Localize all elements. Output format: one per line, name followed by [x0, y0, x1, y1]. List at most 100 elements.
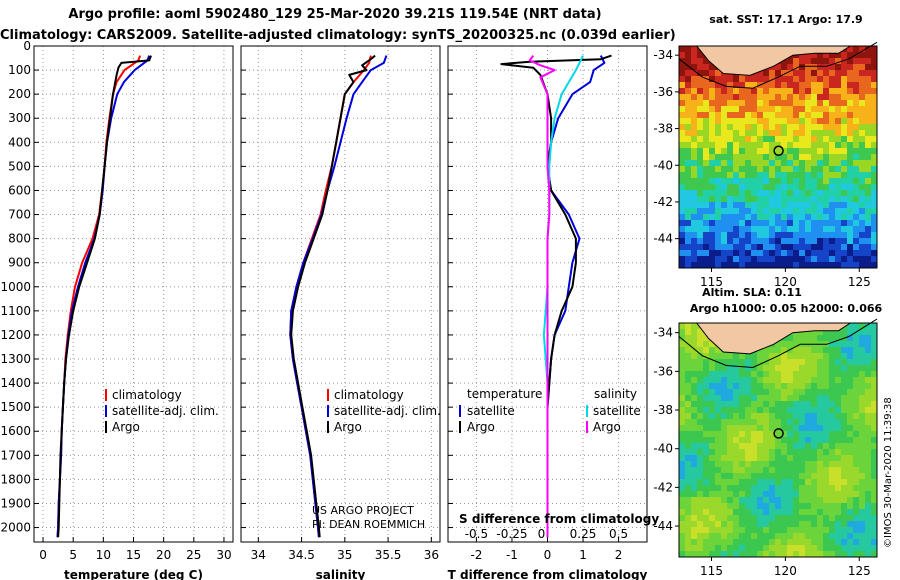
sla-map-contour	[678, 318, 878, 369]
sst-float-marker	[773, 145, 784, 157]
sst-map-cell	[727, 154, 733, 160]
sla-map-cell	[829, 551, 835, 557]
sst-map-cell	[739, 124, 745, 130]
sst-map-cell	[859, 178, 865, 184]
sla-map-cell	[727, 491, 733, 497]
sst-map-cell	[721, 118, 727, 124]
sst-map-cell	[793, 172, 799, 178]
sst-map-cell	[859, 226, 865, 232]
sst-map-cell	[853, 160, 859, 166]
sst-map-cell	[847, 118, 853, 124]
sla-map-cell	[727, 455, 733, 461]
sst-map-cell	[787, 172, 793, 178]
sst-map-cell	[841, 196, 847, 202]
sst-map-cell	[715, 190, 721, 196]
sst-map-cell	[817, 100, 823, 106]
sst-map-cell	[715, 256, 721, 262]
sst-map-cell	[853, 46, 859, 52]
sla-map-cell	[745, 419, 751, 425]
sst-map-cell	[709, 214, 715, 220]
sst-map-cell	[871, 124, 877, 130]
sst-map-cell	[769, 190, 775, 196]
sst-map-cell	[727, 106, 733, 112]
sst-map-cell	[745, 76, 751, 82]
sst-map-cell	[865, 82, 871, 88]
sla-map-cell	[709, 431, 715, 437]
sla-map-cell	[787, 425, 793, 431]
diff-legend-sal-heading: salinity	[594, 387, 637, 401]
sla-map-cell	[835, 377, 841, 383]
sla-map-cell	[679, 449, 685, 455]
sla-map-cell	[703, 377, 709, 383]
sla-map-cell	[751, 377, 757, 383]
sst-map-cell	[853, 130, 859, 136]
sst-map-cell	[787, 232, 793, 238]
sla-map-cell	[841, 401, 847, 407]
sla-map-cell	[751, 461, 757, 467]
sst-map-cell	[871, 52, 877, 58]
sst-map-cell	[739, 190, 745, 196]
sla-map-cell	[817, 479, 823, 485]
sla-map-cell	[691, 335, 697, 341]
sst-map-cell	[721, 232, 727, 238]
sst-map-cell	[793, 238, 799, 244]
sst-map-cell	[739, 94, 745, 100]
sst-map-cell	[811, 214, 817, 220]
sla-map-cell	[847, 485, 853, 491]
sla-map-cell	[787, 437, 793, 443]
sla-map-cell	[775, 425, 781, 431]
sla-map-cell	[829, 461, 835, 467]
sla-map-cell	[745, 551, 751, 557]
sla-map-cell	[793, 371, 799, 377]
sla-map-cell	[775, 371, 781, 377]
sla-map-cell	[703, 371, 709, 377]
sst-map-cell	[805, 58, 811, 64]
sst-map-cell	[841, 130, 847, 136]
diff-legend-sargo-label: Argo	[593, 420, 621, 434]
sst-map-cell	[829, 226, 835, 232]
sla-map-cell	[793, 389, 799, 395]
sla-map-cell	[745, 509, 751, 515]
sst-map-cell	[817, 166, 823, 172]
sla-map-cell	[721, 353, 727, 359]
sla-map-cell	[715, 425, 721, 431]
sst-map-cell	[781, 232, 787, 238]
sst-map-cell	[739, 76, 745, 82]
sla-map-cell	[745, 485, 751, 491]
sla-map-cell	[823, 407, 829, 413]
sla-map-cell	[703, 539, 709, 545]
sla-map-cell	[823, 335, 829, 341]
depth-tick-label: 900	[8, 256, 31, 270]
sst-map-cell	[733, 226, 739, 232]
sst-map-cell	[733, 106, 739, 112]
sst-map-cell	[787, 220, 793, 226]
sla-map-cell	[733, 539, 739, 545]
sst-map-cell	[871, 196, 877, 202]
sst-map-cell	[697, 70, 703, 76]
sla-map-cell	[685, 395, 691, 401]
sst-map-cell	[871, 70, 877, 76]
sla-map-cell	[787, 479, 793, 485]
sst-map-cell	[733, 238, 739, 244]
sla-map-cell	[865, 455, 871, 461]
sla-map-cell	[799, 461, 805, 467]
sla-map-cell	[709, 521, 715, 527]
sla-map-cell	[841, 431, 847, 437]
sst-map-cell	[715, 178, 721, 184]
sla-map-cell	[823, 383, 829, 389]
sst-map-cell	[841, 220, 847, 226]
sst-map-cell	[739, 208, 745, 214]
sst-map-cell	[781, 106, 787, 112]
sla-map-cell	[871, 455, 877, 461]
sst-map-cell	[835, 136, 841, 142]
sst-map-cell	[859, 118, 865, 124]
sla-map-cell	[865, 353, 871, 359]
sst-map-cell	[841, 190, 847, 196]
sst-map-cell	[721, 196, 727, 202]
sla-map-cell	[799, 473, 805, 479]
sla-map-cell	[835, 479, 841, 485]
sla-map-cell	[817, 509, 823, 515]
sst-map-cell	[841, 136, 847, 142]
sst-map-cell	[841, 184, 847, 190]
sst-map-cell	[799, 112, 805, 118]
